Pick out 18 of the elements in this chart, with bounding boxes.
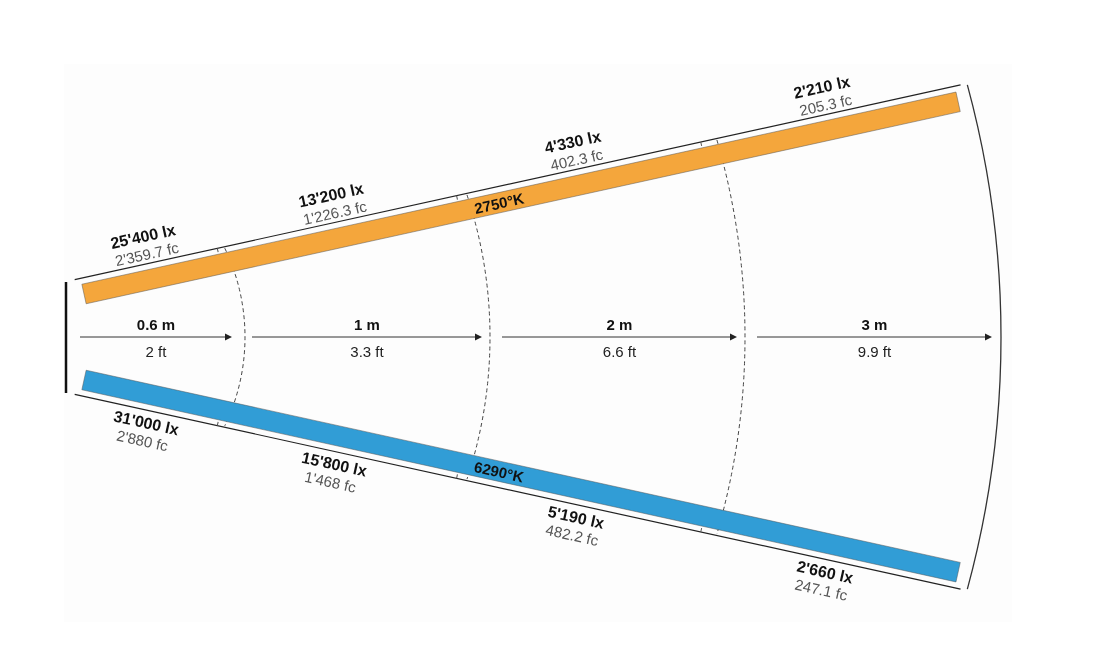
data-label: 5'190 lx 482.2 fc [544, 502, 606, 550]
data-label: 2'210 lx 205.3 fc [792, 72, 855, 119]
data-label: 25'400 lx 2'359.7 fc [108, 221, 181, 270]
data-label: 15'800 lx 1'468 fc [300, 448, 369, 496]
category-label: 3 m [861, 316, 888, 333]
text: 2750°K [472, 189, 526, 217]
text: 3.3 ft [350, 343, 385, 360]
data-label: 2'660 lx 247.1 fc [793, 557, 855, 604]
data-label: 31'000 lx 2'880 fc [112, 407, 181, 455]
data-label: 13'200 lx 1'226.3 fc [296, 179, 369, 228]
text: 2 ft [145, 343, 168, 360]
data-label: 4'330 lx 402.3 fc [543, 127, 605, 174]
text: 9.9 ft [857, 343, 893, 360]
text: 6290°K [472, 458, 526, 486]
category-label: 2 m [606, 316, 633, 333]
category-label: 1 m [354, 316, 380, 333]
category-label: 0.6 m [136, 316, 176, 333]
text: 6.6 ft [602, 343, 638, 360]
